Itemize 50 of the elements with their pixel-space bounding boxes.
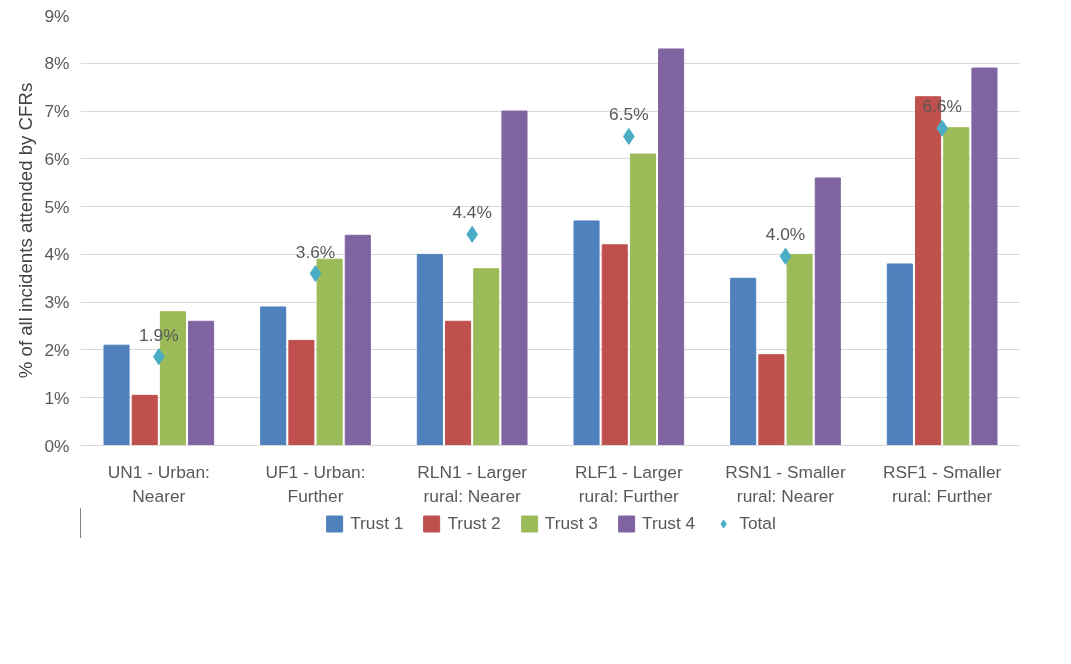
bar [188,320,215,446]
bar [971,67,998,446]
legend-label: Trust 4 [641,512,696,534]
bar [658,48,685,446]
data-label: 4.0% [765,224,806,245]
bar [501,110,528,446]
bar [758,354,785,446]
data-label: 6.5% [609,104,649,125]
y-tick-label: 1% [44,387,70,408]
data-label: 3.6% [295,241,336,262]
x-tick-label: RSN1 - Smaller rural: Nearer [725,461,846,506]
bar [473,268,500,446]
bar [601,244,628,446]
x-tick-label: RLN1 - Larger rural: Nearer [417,461,528,506]
bar [316,258,343,446]
y-tick-label: 2% [44,339,70,360]
x-tick-label: RLF1 - Larger rural: Further [574,461,683,506]
y-axis-title: % of all incidents attended by CFRs [15,82,37,379]
data-label: 4.4% [452,202,492,223]
legend-label: Total [739,512,776,534]
bar [445,320,472,446]
x-tick-label: UN1 - Urban: Nearer [107,461,210,506]
y-tick-label: 6% [44,148,70,169]
legend-label: Trust 2 [447,512,501,534]
bar [416,253,443,446]
y-tick-label: 9% [44,5,70,26]
y-tick-label: 7% [44,101,70,122]
x-tick-label: UF1 - Urban: Further [265,461,366,506]
y-tick-label: 3% [44,292,70,313]
bar [103,344,130,446]
bar [786,253,813,446]
bar [344,234,371,446]
legend-label: Trust 1 [350,512,404,534]
x-tick-label: RSF1 - Smaller rural: Further [882,461,1002,506]
y-tick-label: 8% [44,53,70,74]
bar [886,263,913,446]
y-tick-label: 4% [44,244,70,265]
point [779,247,792,265]
legend-label: Trust 3 [544,512,598,534]
point [309,265,322,282]
bar [131,394,158,446]
bar [629,153,656,446]
bar [260,306,287,446]
bar [943,127,970,446]
y-tick-label: 5% [44,196,70,217]
bar [573,220,600,446]
bar [730,277,757,446]
bar [814,177,841,446]
y-tick-label: 0% [44,435,70,456]
bar [288,339,315,446]
